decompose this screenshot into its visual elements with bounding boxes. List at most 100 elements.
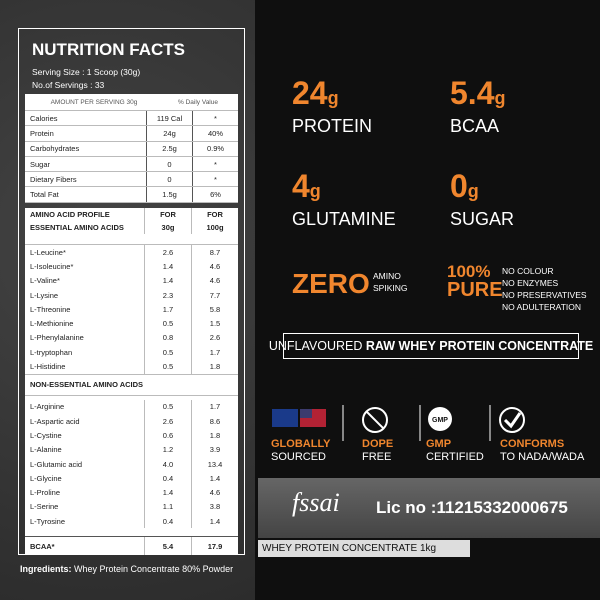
cell: 100g [191, 221, 238, 234]
banner-bold: RAW WHEY PROTEIN CONCENTRATE [365, 339, 594, 353]
zero-line: SPIKING [373, 283, 408, 293]
cell: 2.3 [144, 287, 191, 303]
ingredients-label: Ingredients: [20, 564, 72, 574]
cell: 1.4 [144, 273, 191, 288]
cell: 1.7 [191, 345, 238, 360]
cell: 5.8 [191, 302, 238, 317]
value: 24 [292, 75, 328, 111]
cell: FOR [144, 208, 191, 221]
highlight-label: SUGAR [450, 209, 515, 229]
cell: Dietary Fibers [30, 174, 77, 184]
cell: * [192, 172, 238, 187]
cell: 1.8 [191, 359, 238, 374]
table-row: L-tryptophan 0.5 1.7 [25, 345, 238, 360]
table-row: L-Arginine 0.5 1.7 [25, 399, 238, 414]
pure-line: NO ADULTERATION [502, 302, 582, 312]
badge-sub: CERTIFIED [426, 451, 484, 463]
cell: 0 [146, 156, 192, 172]
cell: 1.4 [144, 259, 191, 274]
table-row: L-Aspartic acid 2.6 8.6 [25, 413, 238, 429]
pure-title: PURE [447, 279, 503, 301]
cell: 119 Cal [146, 111, 192, 126]
flag [300, 409, 312, 418]
table-row: L-Isoleucine* 1.4 4.6 [25, 259, 238, 274]
cell: 0.5 [144, 399, 191, 414]
icon [499, 407, 525, 433]
cell: Calories [30, 113, 58, 123]
cell: 2.6 [144, 413, 191, 429]
cell: 1.7 [191, 399, 238, 414]
highlight-value: 0g [450, 168, 479, 205]
table-row: Calories 119 Cal * [25, 111, 238, 127]
cell: L-Phenylalanine [30, 333, 84, 343]
cell: 4.0 [144, 456, 191, 472]
cell: 0.8 [144, 330, 191, 346]
cell: AMINO ACID PROFILE [30, 210, 110, 219]
table-row: L-Histidine 0.5 1.8 [25, 359, 238, 374]
highlight-value: 24g [292, 75, 339, 112]
cell: 1.4 [191, 514, 238, 529]
cell: ESSENTIAL AMINO ACIDS [30, 223, 124, 232]
table-row: L-Leucine* 2.6 8.7 [25, 245, 238, 260]
value: 5.4 [450, 75, 495, 111]
cell: 0 [146, 172, 192, 187]
cell: 3.8 [191, 499, 238, 515]
amino-table: AMINO ACID PROFILE FOR FOR ESSENTIAL AMINO … [25, 208, 238, 556]
cell: * [192, 156, 238, 172]
badge-title: GLOBALLY [271, 438, 331, 450]
badge-title: GMP [426, 438, 452, 450]
pure-line: NO ENZYMES [502, 278, 559, 288]
table-row: L-Methionine 0.5 1.5 [25, 316, 238, 331]
cell: L-Proline [30, 488, 61, 498]
gmp-icon: GMP [432, 417, 448, 424]
cell: 2.6 [144, 245, 191, 260]
cell: 6% [192, 187, 238, 202]
cell: L-Tyrosine [30, 516, 66, 526]
servings: No.of Servings : 33 [32, 80, 105, 90]
cell: 2.6 [191, 330, 238, 346]
highlight-value: 4g [292, 168, 321, 205]
highlight-value: 5.4g [450, 75, 505, 112]
cell: 7.7 [191, 287, 238, 303]
table-row: Carbohydrates 2.5g 0.9% [25, 141, 238, 157]
icon [503, 412, 522, 429]
cell: Protein [30, 128, 54, 138]
serving-size: Serving Size : 1 Scoop (30g) [32, 67, 141, 77]
table-row: L-Cystine 0.6 1.8 [25, 428, 238, 443]
pure-line: NO PRESERVATIVES [502, 290, 587, 300]
table-row: Sugar 0 * [25, 156, 238, 173]
banner: UNFLAVOURED RAW WHEY PROTEIN CONCENTRATE [269, 333, 593, 359]
product: WHEY PROTEIN CONCENTRATE 1kg [258, 540, 470, 557]
cell: 8.6 [191, 413, 238, 429]
ingredients: Ingredients: Whey Protein Concentrate 80… [20, 564, 233, 574]
pure: 100% PURE [447, 262, 503, 300]
cell: 1.4 [144, 485, 191, 500]
nutrition-table: AMOUNT PER SERVING 30g % Daily Value Cal… [25, 94, 238, 203]
cell: 5.4 [144, 537, 191, 556]
section-title: NON-ESSENTIAL AMINO ACIDS [25, 373, 238, 396]
highlight-label: GLUTAMINE [292, 209, 396, 229]
cell: L-tryptophan [30, 347, 73, 357]
pure-line: NO COLOUR [502, 266, 554, 276]
table-row: Total Fat 1.5g 6% [25, 187, 238, 203]
cell: L-Alanine [30, 445, 62, 455]
badge-sub: TO NADA/WADA [500, 451, 585, 463]
cell: Total Fat [30, 190, 59, 200]
table-row: L-Glutamic acid 4.0 13.4 [25, 456, 238, 472]
table-row: L-Glycine 0.4 1.4 [25, 471, 238, 486]
icon [428, 407, 452, 431]
icon [362, 407, 388, 433]
icon [365, 410, 385, 430]
cell: L-Histidine [30, 362, 66, 372]
cell: 1.8 [191, 428, 238, 443]
cell: L-Threonine [30, 304, 71, 314]
cell: 0.4 [144, 471, 191, 486]
flag [272, 409, 298, 427]
table-row: Protein 24g 40% [25, 126, 238, 142]
cell: 17.9 [191, 537, 238, 556]
license-text: Lic no :11215332000675 [376, 498, 568, 517]
pure-percent: 100% [447, 262, 491, 281]
table-row: ESSENTIAL AMINO ACIDS 30g 100g [25, 221, 238, 234]
cell: L-Valine* [30, 276, 60, 286]
